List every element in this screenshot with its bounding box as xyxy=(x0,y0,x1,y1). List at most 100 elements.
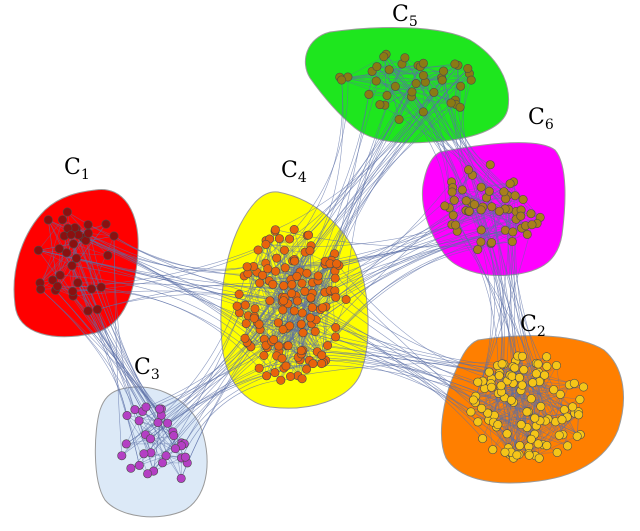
intra-edge-c1 xyxy=(40,219,63,290)
node-c4 xyxy=(273,318,283,328)
node-c4 xyxy=(332,259,342,269)
inter-edge-c4-c2 xyxy=(297,362,557,376)
cluster-label-c4: C4 xyxy=(281,158,307,186)
node-c4 xyxy=(289,306,299,316)
intra-edge-c6 xyxy=(477,234,528,250)
node-c5 xyxy=(337,75,347,85)
node-c6 xyxy=(449,195,459,205)
node-c6 xyxy=(463,165,473,175)
node-c2 xyxy=(572,431,582,441)
node-c3 xyxy=(141,402,151,412)
node-c2 xyxy=(578,382,588,392)
inter-edge-c5-c6 xyxy=(463,73,490,192)
inter-edge-c5-c6 xyxy=(379,104,506,199)
node-c4 xyxy=(240,300,250,310)
inter-edge-c4-c2 xyxy=(264,338,545,376)
inter-edge-c1-c4 xyxy=(77,282,335,292)
node-c1 xyxy=(66,230,76,240)
node-c2 xyxy=(540,370,550,380)
intra-edge-c2 xyxy=(504,397,518,456)
node-c4 xyxy=(292,296,302,306)
node-c6 xyxy=(516,211,526,221)
node-c4 xyxy=(283,341,293,351)
intra-edge-c2 xyxy=(539,381,578,437)
node-c3 xyxy=(176,473,186,483)
node-c5 xyxy=(437,75,447,85)
node-c3 xyxy=(126,463,136,473)
node-c1 xyxy=(43,215,53,225)
cluster-labels: C1 C2 C3 C4 C5 C6 xyxy=(64,2,554,383)
node-c4 xyxy=(284,234,294,244)
node-c1 xyxy=(67,261,77,271)
node-c2 xyxy=(575,394,585,404)
inter-edge-c6-c2 xyxy=(475,224,533,397)
node-c1 xyxy=(92,304,102,314)
intra-edge-c2 xyxy=(475,386,584,397)
inter-edge-c4-c2 xyxy=(327,345,474,401)
node-c2 xyxy=(522,407,532,417)
node-c4 xyxy=(249,313,259,323)
inter-edge-c4-c6 xyxy=(327,241,513,346)
node-c4 xyxy=(310,326,320,336)
node-c4 xyxy=(234,289,244,299)
node-c1 xyxy=(83,306,93,316)
node-c4 xyxy=(259,350,269,360)
intra-edge-c2 xyxy=(539,381,570,386)
cluster-label-c2: C2 xyxy=(520,312,546,340)
node-c4 xyxy=(313,271,323,281)
node-c2 xyxy=(507,371,517,381)
node-c3 xyxy=(169,431,179,441)
node-c2 xyxy=(554,430,564,440)
node-c2 xyxy=(519,365,529,375)
node-c4 xyxy=(297,278,307,288)
node-c6 xyxy=(485,160,495,170)
node-c4 xyxy=(269,334,279,344)
node-c2 xyxy=(494,371,504,381)
node-c4 xyxy=(272,253,282,263)
node-c6 xyxy=(473,245,483,255)
node-c2 xyxy=(516,420,526,430)
node-c5 xyxy=(384,65,394,75)
node-c4 xyxy=(277,353,287,363)
node-c4 xyxy=(271,266,281,276)
intra-edge-c6 xyxy=(480,209,522,229)
node-c5 xyxy=(429,87,439,97)
node-c1 xyxy=(83,220,93,230)
node-c5 xyxy=(382,90,392,100)
node-c4 xyxy=(278,324,288,334)
node-c6 xyxy=(484,186,494,196)
node-c2 xyxy=(569,378,579,388)
node-c3 xyxy=(161,451,171,461)
node-c4 xyxy=(341,294,351,304)
node-c3 xyxy=(139,449,149,459)
node-c2 xyxy=(536,401,546,411)
inter-edge-c4-c5 xyxy=(296,104,457,277)
node-c4 xyxy=(270,368,280,378)
inter-edge-c5-c6 xyxy=(454,104,475,205)
inter-edge-c4-c2 xyxy=(336,263,492,380)
node-c1 xyxy=(96,282,106,292)
node-c2 xyxy=(551,360,561,370)
node-c5 xyxy=(455,102,465,112)
node-c6 xyxy=(500,225,510,235)
node-c6 xyxy=(494,206,504,216)
node-c6 xyxy=(527,220,537,230)
node-c6 xyxy=(510,191,520,201)
node-c4 xyxy=(317,350,327,360)
node-c4 xyxy=(265,296,275,306)
node-c1 xyxy=(71,253,81,263)
node-c4 xyxy=(290,256,300,266)
node-c6 xyxy=(457,185,467,195)
inter-edge-c3-c4 xyxy=(159,318,255,410)
node-c5 xyxy=(418,107,428,117)
inter-edge-c5-c6 xyxy=(386,95,508,196)
node-c2 xyxy=(528,378,538,388)
inter-edge-c4-c6 xyxy=(335,231,513,298)
node-c1 xyxy=(55,270,65,280)
inter-edge-c1-c3 xyxy=(77,282,140,466)
node-c5 xyxy=(438,66,448,76)
node-c1 xyxy=(68,286,78,296)
node-c4 xyxy=(330,273,340,283)
node-c6 xyxy=(526,209,536,219)
node-c1 xyxy=(109,231,119,241)
